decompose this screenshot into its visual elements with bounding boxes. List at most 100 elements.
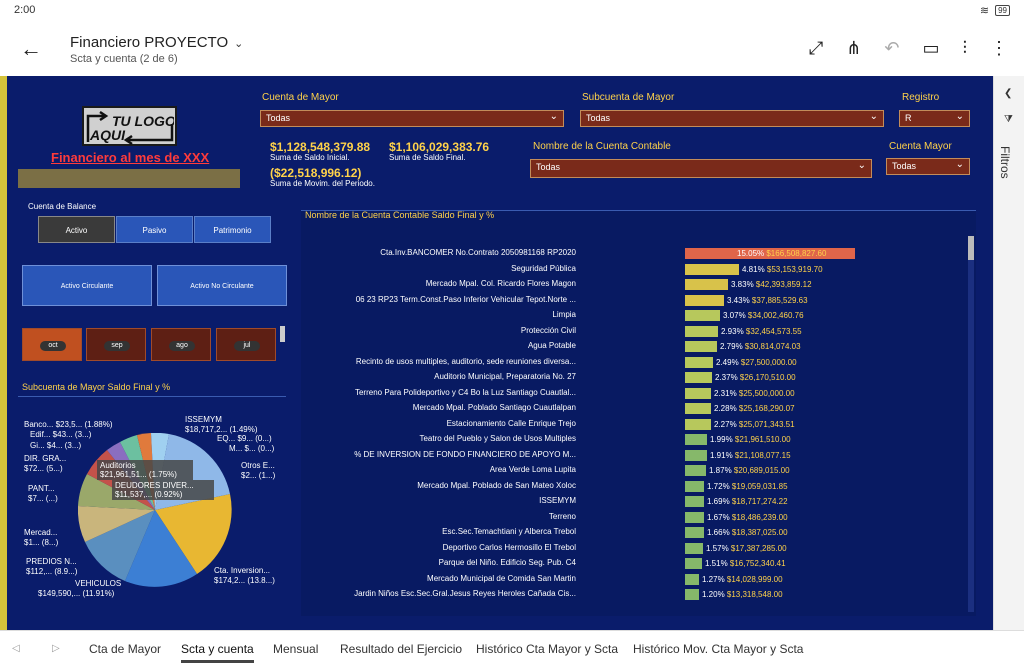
bar-value-label: 1.87% $20,689,015.00 (709, 466, 790, 475)
tab-cta-de-mayor[interactable]: Cta de Mayor (89, 642, 162, 656)
filters-pane[interactable]: ❮ ⧩ Filtros (993, 76, 1024, 630)
pie-label: DIR. GRA... (24, 454, 67, 463)
bar-category-label: Cta.Inv.BANCOMER No.Contrato 2050981168 … (380, 248, 576, 257)
tab-resultado-ejercicio[interactable]: Resultado del Ejercicio (340, 642, 463, 656)
bar-value-label: 2.93% $32,454,573.55 (721, 326, 802, 336)
bar[interactable] (685, 449, 707, 461)
registro-dropdown[interactable]: R ⌄ (899, 110, 970, 127)
balance-patrimonio-button[interactable]: Patrimonio (194, 216, 271, 243)
bar-row[interactable]: Cta.Inv.BANCOMER No.Contrato 2050981168 … (301, 246, 976, 261)
bar-category-label: Limpia (552, 310, 576, 319)
bar[interactable] (685, 558, 702, 569)
bar-row[interactable]: Seguridad Pública 4.81% $53,153,919.70 (301, 262, 976, 277)
activo-circulante-card[interactable]: Activo Circulante (22, 265, 152, 306)
bar-value-label: 2.28% $25,168,290.07 (714, 404, 795, 413)
balance-activo-button[interactable]: Activo (38, 216, 115, 243)
tab-historico-mov[interactable]: Histórico Mov. Cta Mayor y Scta (633, 642, 804, 656)
back-arrow-icon[interactable]: ← (20, 36, 42, 61)
bar[interactable] (685, 434, 707, 445)
bar-row[interactable]: 06 23 RP23 Term.Const.Paso Inferior Vehi… (301, 293, 976, 308)
pie-slice-cta-inversion (155, 494, 232, 574)
month-scrollbar[interactable] (280, 326, 285, 342)
bar-row[interactable]: Agua Potable 2.79% $30,814,074.03 (301, 339, 976, 354)
tab-mensual[interactable]: Mensual (273, 642, 319, 656)
activo-no-circulante-card[interactable]: Activo No Circulante (157, 265, 287, 306)
bar[interactable] (685, 480, 704, 492)
bar[interactable] (685, 542, 703, 554)
subcuenta-dropdown[interactable]: Todas ⌄ (580, 110, 884, 127)
tab-scta-y-cuenta[interactable]: Scta y cuenta (181, 642, 254, 663)
month-ago[interactable]: ago (151, 328, 211, 361)
bar-row[interactable]: ISSEMYM 1.69% $18,717,274.22 (301, 494, 976, 509)
bar-chart-scrollbar[interactable] (968, 236, 974, 612)
dropdown-value: Todas (536, 162, 561, 172)
share-icon[interactable]: ⋔ (846, 38, 862, 58)
report-title-dropdown[interactable]: Financiero PROYECTO ⌄ (70, 34, 243, 51)
bar[interactable] (685, 356, 713, 368)
bar-row[interactable]: Terreno 1.67% $18,486,239.00 (301, 510, 976, 525)
month-oct[interactable]: oct (22, 328, 82, 361)
chevron-right-icon[interactable]: ▷ (52, 643, 60, 654)
chevron-left-icon[interactable]: ❮ (1004, 88, 1013, 99)
bar[interactable] (685, 465, 706, 476)
bar[interactable] (685, 418, 711, 430)
bar[interactable] (685, 573, 699, 585)
bar[interactable] (685, 263, 739, 275)
bar-category-label: Mercado Mpal. Col. Ricardo Flores Magon (425, 279, 576, 288)
report-title[interactable]: Financiero al mes de XXX (51, 150, 210, 165)
undo-icon[interactable]: ↶ (884, 38, 900, 58)
bar-row[interactable]: Mercado Municipal de Comida San Martin 1.… (301, 572, 976, 587)
bar[interactable] (685, 248, 855, 259)
bar[interactable] (685, 589, 699, 600)
bar-value-label: 1.72% $19,059,031.85 (707, 481, 788, 491)
balance-pasivo-button[interactable]: Pasivo (116, 216, 193, 243)
bar[interactable] (685, 372, 712, 383)
bar-row[interactable]: Mercado Mpal. Poblado Santiago Cuautlalp… (301, 401, 976, 416)
bar[interactable] (685, 403, 711, 414)
bar-row[interactable]: Teatro del Pueblo y Salon de Usos Multip… (301, 432, 976, 447)
comment-icon[interactable]: ▭ (922, 38, 940, 58)
more-icon[interactable]: ⋮ (990, 38, 1008, 58)
kpi-saldo-inicial: $1,128,548,379.88 (270, 140, 371, 154)
month-jul[interactable]: jul (216, 328, 276, 361)
bar-row[interactable]: % DE INVERSION DE FONDO FINANCIERO DE AP… (301, 448, 976, 463)
bar[interactable] (685, 310, 720, 321)
bar-row[interactable]: Deportivo Carlos Hermosillo El Trebol 1.5… (301, 541, 976, 556)
cuenta-mayor-dropdown[interactable]: Todas ⌄ (260, 110, 564, 127)
month-sep[interactable]: sep (86, 328, 146, 361)
bar-row[interactable]: Protección Civil 2.93% $32,454,573.55 (301, 324, 976, 339)
scrollbar-thumb[interactable] (968, 236, 974, 260)
bar[interactable] (685, 496, 704, 507)
bar-chart-panel (301, 210, 976, 616)
bar[interactable] (685, 279, 728, 290)
chevron-left-icon[interactable]: ◁ (12, 643, 20, 654)
tab-historico-cta-mayor[interactable]: Histórico Cta Mayor y Scta (476, 642, 619, 656)
bar-value-label: 2.37% $26,170,510.00 (715, 373, 796, 382)
bar-row[interactable]: Area Verde Loma Lupita 1.87% $20,689,015.… (301, 463, 976, 478)
bar[interactable] (685, 341, 717, 352)
bar[interactable] (685, 511, 704, 523)
bar[interactable] (685, 527, 704, 538)
bar-row[interactable]: Limpia 3.07% $34,002,460.76 (301, 308, 976, 323)
pie-chart[interactable] (78, 433, 232, 587)
expand-icon[interactable]: ⤢ (808, 38, 824, 58)
month-label: sep (104, 341, 130, 351)
bar[interactable] (685, 294, 724, 306)
bar-row[interactable]: Esc.Sec.Temachtiani y Alberca Trebol 1.66… (301, 525, 976, 540)
pie-label: $112,... (8.9...) (26, 567, 78, 576)
bar-row[interactable]: Mercado Mpal. Poblado de San Mateo Xoloc… (301, 479, 976, 494)
bar[interactable] (685, 387, 711, 399)
bar-row[interactable]: Jardin Niños Esc.Sec.Gral.Jesus Reyes He… (301, 587, 976, 602)
nombre-cuenta-dropdown[interactable]: Todas ⌄ (530, 159, 872, 178)
bar-row[interactable]: Parque del Niño. Edificio Seg. Pub. C4 1.… (301, 556, 976, 571)
bar-row[interactable]: Estacionamiento Calle Enrique Trejo 2.27%… (301, 417, 976, 432)
bar-row[interactable]: Auditorio Municipal, Preparatoria No. 27… (301, 370, 976, 385)
bar-row[interactable]: Terreno Para Polideportivo y C4 Bo la Lu… (301, 386, 976, 401)
bar-row[interactable]: Mercado Mpal. Col. Ricardo Flores Magon 3… (301, 277, 976, 292)
status-bar: 2:00 ≋ 99 (0, 0, 1024, 22)
bar-row[interactable]: Recinto de usos multiples, auditorio, se… (301, 355, 976, 370)
chart-add-icon[interactable]: ⫶ (962, 38, 968, 58)
cuenta-mayor-2-dropdown[interactable]: Todas ⌄ (886, 158, 970, 175)
pie-label: $174,2... (13.8...) (214, 576, 275, 585)
bar[interactable] (685, 325, 718, 337)
